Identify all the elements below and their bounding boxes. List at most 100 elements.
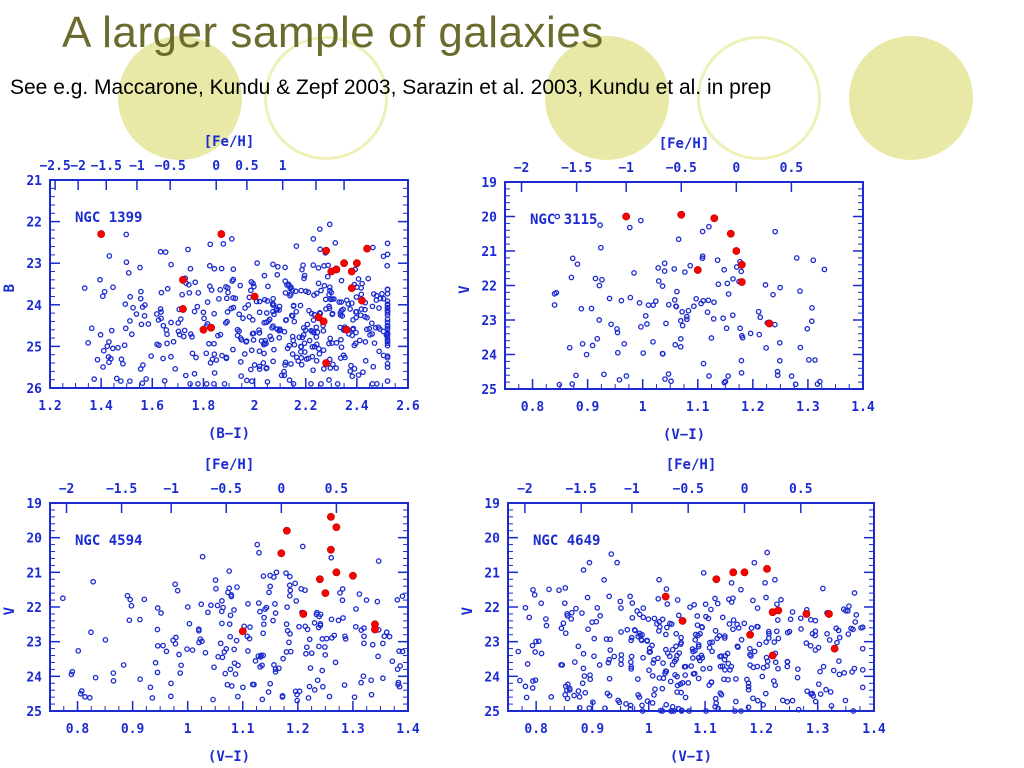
cluster-point [824,630,830,637]
y-tick-label: 23 [481,314,497,329]
cluster-point [120,360,126,367]
galaxy-label: NGC 4649 [533,533,600,549]
cluster-point [106,253,113,259]
cluster-point [75,647,82,654]
cluster-point [772,659,779,666]
cluster-point [820,663,827,670]
cluster-point [774,601,780,608]
cluster-point [85,339,92,346]
lmxb-point [332,523,341,532]
cluster-point [265,689,272,695]
cluster-point [145,321,152,327]
cluster-point [231,607,237,613]
cluster-point [315,265,322,271]
cluster-point [223,355,230,362]
cluster-point [649,672,656,679]
cluster-point [365,275,372,282]
cluster-point [669,646,676,653]
cluster-point [332,659,339,666]
chart-ngc4594: 0.8 0.9 1 1.1 1.2 1.3 1.4 19 20 21 22 23 24 25 −2 −1.5 −… [2,457,420,765]
cluster-point [208,287,215,293]
chart-panel-ngc4649: 0.8 0.9 1 1.1 1.2 1.3 1.4 19 20 21 22 23 24 25 −2 −1.5 −… [448,446,888,768]
cluster-point [636,694,643,700]
cluster-point [614,329,621,336]
cluster-point [284,604,290,610]
cluster-point [160,355,166,362]
cluster-point [673,303,679,310]
top-tick-label: −2.5 [39,159,70,174]
cluster-point [137,295,144,302]
cluster-point [588,305,595,312]
cluster-point [212,577,219,583]
cluster-point [230,266,237,273]
cluster-point [173,634,179,641]
lmxb-point [693,266,702,274]
cluster-point [677,335,684,342]
top-tick-label: −1 [624,482,640,497]
cluster-point [589,619,595,626]
cluster-point [224,309,231,315]
cluster-point [812,698,819,705]
cluster-point [109,345,116,352]
cluster-point [776,339,783,346]
cluster-point [236,328,242,335]
decor-circle-3 [545,36,669,160]
cluster-point [737,325,744,332]
top-axis-label: [Fe/H] [666,457,717,473]
y-tick-label: 22 [484,601,500,616]
cluster-point [293,308,300,315]
lmxb-point [347,267,356,276]
cluster-point [360,369,366,376]
cluster-point [208,602,214,609]
cluster-point [172,365,179,372]
cluster-point [345,301,352,307]
cluster-point [211,370,218,376]
cluster-point [699,228,706,235]
cluster-point [667,678,674,685]
top-tick-label: −0.5 [666,161,697,176]
cluster-point [533,638,539,645]
cluster-point [233,637,240,644]
cluster-point [223,646,230,652]
cluster-point [580,567,587,573]
cluster-point [798,626,804,632]
cluster-point [747,662,753,668]
x-tick-label: 1 [639,400,647,415]
cluster-point [762,579,768,586]
cluster-point [205,609,211,616]
lmxb-point [97,230,106,238]
cluster-point [373,380,380,387]
lmxb-point [179,275,187,284]
cluster-point [665,301,672,308]
cluster-point [201,315,207,322]
cluster-point [121,342,128,349]
cluster-point [687,262,694,269]
cluster-point [714,635,720,642]
cluster-point [264,298,271,304]
cluster-point [369,303,376,310]
top-tick-label: 0.5 [780,161,803,176]
cluster-point [379,290,385,297]
cluster-point [154,626,161,633]
cluster-point [237,359,244,365]
cluster-point [110,678,117,684]
cluster-point [265,283,271,290]
cluster-point [774,368,781,375]
lmxb-point [282,526,291,535]
lmxb-point [314,313,323,322]
cluster-point [623,373,630,379]
cluster-point [300,262,306,269]
cluster-point [384,342,391,349]
lmxb-point [622,212,631,221]
cluster-point [137,616,143,623]
chart-ngc4649: 0.8 0.9 1 1.1 1.2 1.3 1.4 19 20 21 22 23 24 25 −2 −1.5 −… [460,457,886,765]
lmxb-point [332,265,341,274]
cluster-point [591,635,598,642]
cluster-point [321,263,327,269]
cluster-point [315,345,322,352]
cluster-point [859,666,866,673]
cluster-point [629,600,636,606]
cluster-point [677,681,684,687]
top-axis-label: [Fe/H] [204,457,255,473]
cluster-point [788,373,795,379]
